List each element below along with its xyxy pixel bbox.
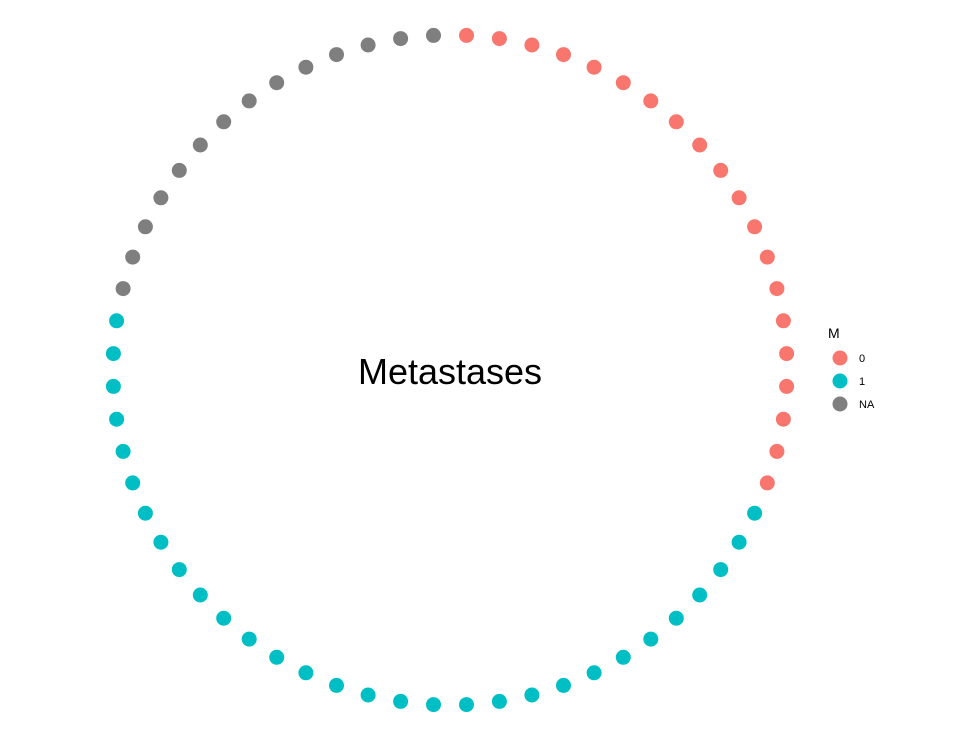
data-point-1	[643, 631, 659, 647]
data-point-na	[153, 190, 169, 206]
data-point-1	[171, 562, 187, 578]
data-point-1	[269, 649, 285, 665]
data-point-1	[298, 665, 314, 681]
legend-key-1	[832, 373, 848, 389]
data-point-0	[491, 31, 507, 47]
data-point-na	[216, 114, 232, 130]
data-point-1	[524, 687, 540, 703]
data-point-0	[769, 281, 785, 297]
data-point-0	[668, 114, 684, 130]
data-point-0	[775, 313, 791, 329]
data-point-0	[643, 93, 659, 109]
legend-label-2: NA	[859, 399, 875, 411]
data-point-1	[329, 677, 344, 693]
legend-key-2	[832, 396, 848, 412]
data-point-1	[105, 346, 121, 362]
data-point-1	[731, 534, 747, 550]
data-point-na	[360, 37, 376, 53]
data-point-0	[775, 411, 791, 427]
data-point-0	[779, 378, 795, 394]
data-point-1	[692, 587, 708, 603]
data-point-na	[171, 162, 187, 178]
data-point-na	[115, 281, 131, 297]
data-point-0	[759, 475, 775, 491]
legend-label-1: 1	[859, 376, 865, 388]
data-point-1	[586, 665, 602, 681]
data-point-na	[329, 47, 344, 63]
data-point-1	[109, 411, 125, 427]
data-point-0	[586, 59, 602, 75]
data-point-0	[524, 37, 540, 53]
data-point-1	[426, 697, 441, 713]
data-point-1	[241, 631, 257, 647]
data-point-na	[426, 27, 441, 43]
data-point-1	[192, 587, 208, 603]
chart-title: Metastases	[358, 351, 542, 392]
data-point-1	[115, 443, 131, 459]
data-point-0	[615, 75, 631, 91]
data-point-1	[216, 610, 232, 626]
data-point-na	[298, 59, 314, 75]
data-point-1	[153, 534, 169, 550]
data-point-0	[747, 219, 763, 235]
data-point-1	[556, 677, 571, 693]
legend-label-0: 0	[859, 353, 865, 365]
data-point-na	[125, 249, 141, 265]
data-point-1	[393, 693, 409, 709]
legend: M 0 1 NA	[828, 325, 875, 412]
data-point-1	[125, 475, 141, 491]
data-point-1	[713, 562, 729, 578]
data-point-0	[692, 137, 708, 153]
data-point-1	[491, 693, 507, 709]
data-point-na	[269, 75, 285, 91]
data-point-1	[615, 649, 631, 665]
data-point-1	[459, 697, 474, 713]
data-point-na	[192, 137, 208, 153]
data-point-1	[109, 313, 125, 329]
data-point-1	[668, 610, 684, 626]
legend-title: M	[828, 325, 840, 341]
data-point-0	[759, 249, 775, 265]
data-point-0	[713, 162, 729, 178]
data-point-1	[360, 687, 376, 703]
data-point-0	[731, 190, 747, 206]
data-point-0	[779, 346, 795, 362]
data-point-0	[556, 47, 571, 63]
legend-key-0	[832, 350, 848, 366]
data-point-1	[747, 505, 763, 521]
data-point-1	[105, 378, 121, 394]
points-layer	[105, 27, 795, 713]
data-point-0	[459, 27, 474, 43]
data-point-na	[393, 31, 409, 47]
data-point-0	[769, 443, 785, 459]
data-point-na	[241, 93, 257, 109]
data-point-na	[137, 219, 153, 235]
data-point-1	[137, 505, 153, 521]
